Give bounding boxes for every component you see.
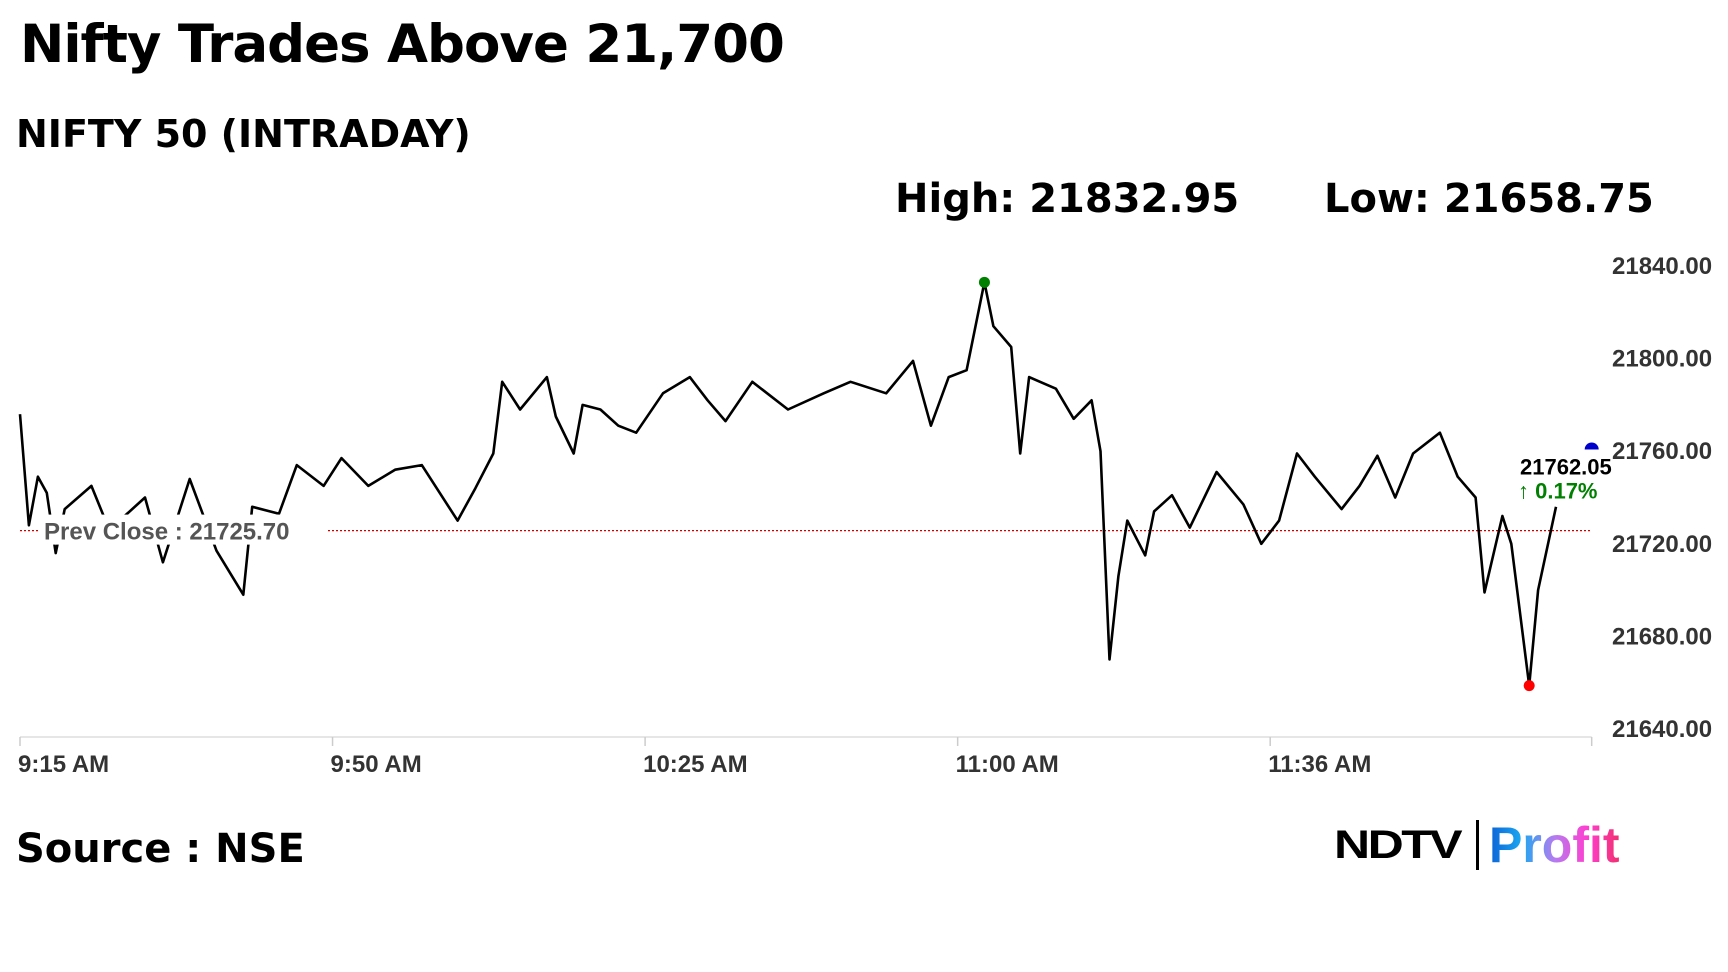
- change-percent-label: ↑ 0.17%: [1518, 478, 1598, 503]
- prev-close-label: Prev Close : 21725.70: [44, 519, 290, 546]
- logo-profit: Profit: [1489, 817, 1620, 873]
- headline: Nifty Trades Above 21,700: [20, 14, 785, 75]
- y-tick-label: 21840.00: [1612, 253, 1712, 280]
- chart-subtitle: NIFTY 50 (INTRADAY): [16, 112, 471, 156]
- x-tick-label: 9:15 AM: [18, 751, 109, 778]
- source-label: Source : NSE: [16, 826, 305, 872]
- intraday-chart: 9:15 AM 9:50 AM 10:25 AM 11:00 AM 11:36 AM 21…: [18, 253, 1712, 778]
- last-value-label: 21762.05: [1520, 454, 1612, 479]
- y-tick-label: 21680.00: [1612, 623, 1712, 650]
- y-tick-label: 21640.00: [1612, 716, 1712, 743]
- logo-ndtv: NDTV: [1334, 822, 1463, 867]
- y-tick-label: 21800.00: [1612, 346, 1712, 373]
- x-tick-label: 11:00 AM: [956, 751, 1059, 778]
- logo-divider: [1476, 820, 1479, 870]
- prev-close-label-bg: [40, 514, 328, 545]
- x-tick-label: 9:50 AM: [331, 751, 422, 778]
- y-tick-label: 21760.00: [1612, 438, 1712, 465]
- high-marker: [978, 276, 990, 288]
- x-tick-label: 10:25 AM: [643, 751, 747, 778]
- price-line: [18, 281, 1558, 687]
- low-marker: [1523, 680, 1535, 692]
- y-tick-label: 21720.00: [1612, 531, 1712, 558]
- ndtv-profit-logo: NDTV Profit: [1334, 817, 1620, 873]
- x-tick-label: 11:36 AM: [1268, 751, 1371, 778]
- high-label: High: 21832.95: [895, 176, 1240, 222]
- low-label: Low: 21658.75: [1324, 176, 1654, 222]
- last-value-marker: [1584, 442, 1599, 450]
